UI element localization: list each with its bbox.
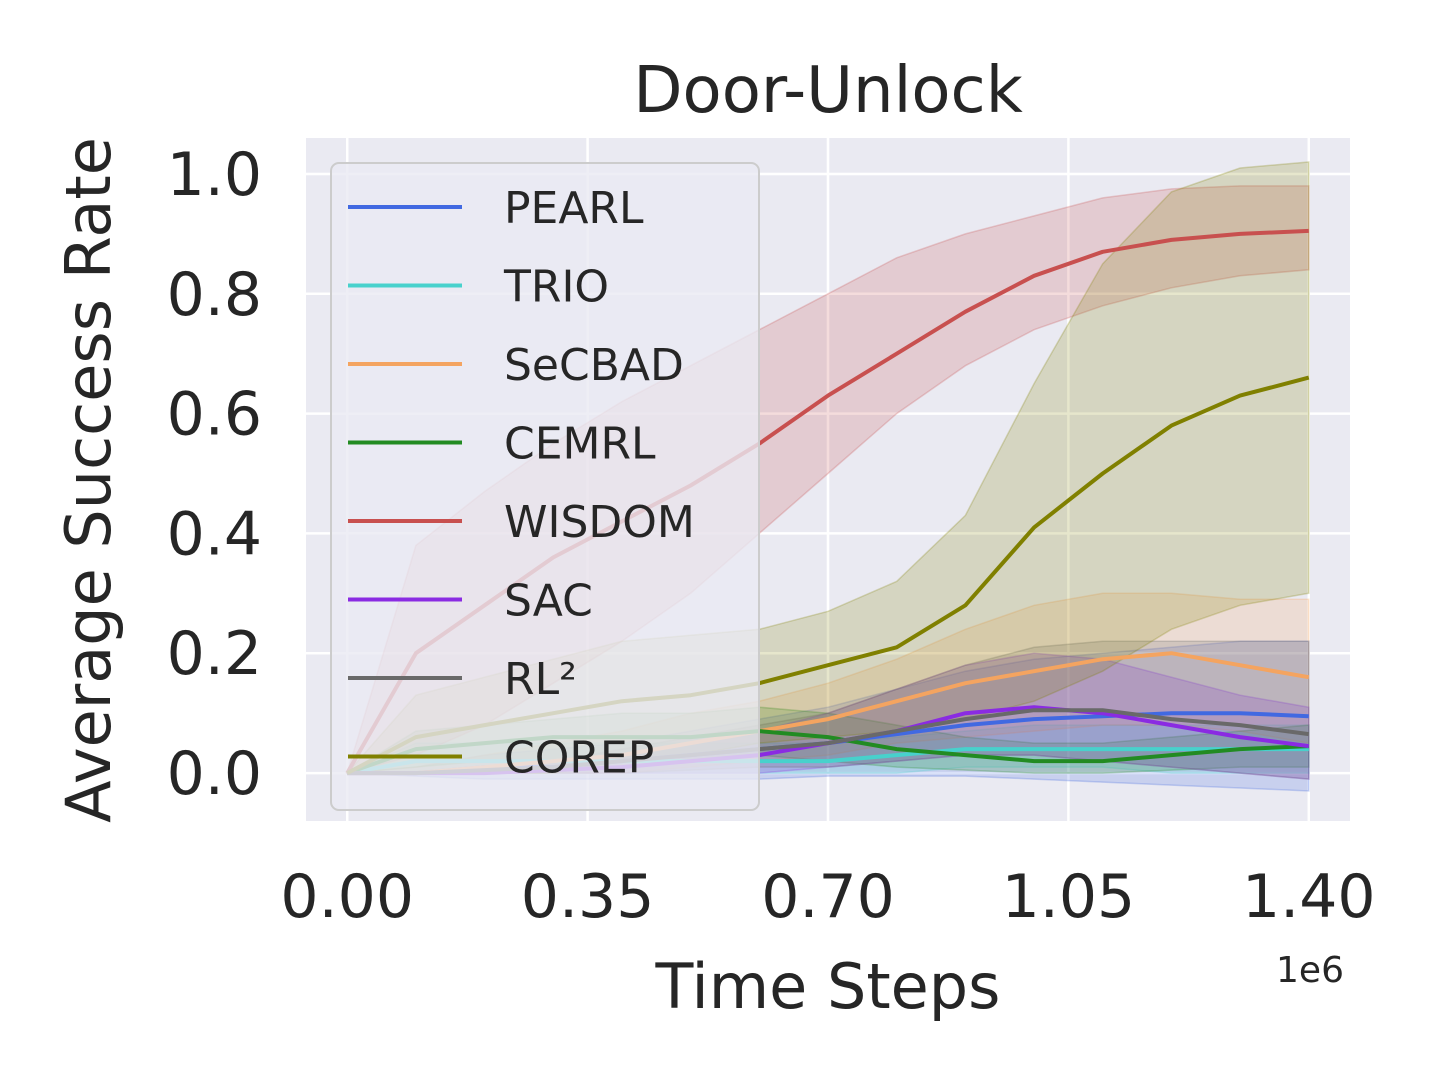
legend-label: TRIO <box>503 262 609 313</box>
y-tick-label: 0.6 <box>167 380 262 450</box>
legend-label: SeCBAD <box>504 340 684 391</box>
x-axis-offset-label: 1e6 <box>1276 950 1344 991</box>
y-axis-ticks: 0.0 0.2 0.4 0.6 0.8 1.0 <box>167 140 262 809</box>
legend-label: PEARL <box>504 183 644 234</box>
x-tick-label: 1.05 <box>1002 862 1136 932</box>
legend-label: WISDOM <box>504 497 695 548</box>
x-tick-label: 0.70 <box>761 862 895 932</box>
legend-label: SAC <box>504 576 593 627</box>
x-axis-ticks: 0.00 0.35 0.70 1.05 1.40 <box>280 862 1375 932</box>
y-tick-label: 0.0 <box>167 739 262 809</box>
y-axis-label: Average Success Rate <box>52 137 125 823</box>
legend-label: RL² <box>504 654 577 705</box>
legend: PEARL TRIO SeCBAD CEMRL WISDOM SAC RL² COREP <box>330 162 760 811</box>
x-axis-label: Time Steps <box>655 950 1001 1023</box>
y-tick-label: 0.8 <box>167 260 262 330</box>
legend-label: COREP <box>504 733 654 784</box>
x-tick-label: 0.00 <box>280 862 414 932</box>
y-tick-label: 0.2 <box>167 619 262 689</box>
x-tick-label: 0.35 <box>521 862 655 932</box>
x-tick-label: 1.40 <box>1242 862 1376 932</box>
y-tick-label: 1.0 <box>167 140 262 210</box>
chart-title: Door-Unlock <box>633 54 1023 128</box>
legend-label: CEMRL <box>504 419 656 470</box>
y-tick-label: 0.4 <box>167 499 262 569</box>
legend-box <box>330 162 760 811</box>
